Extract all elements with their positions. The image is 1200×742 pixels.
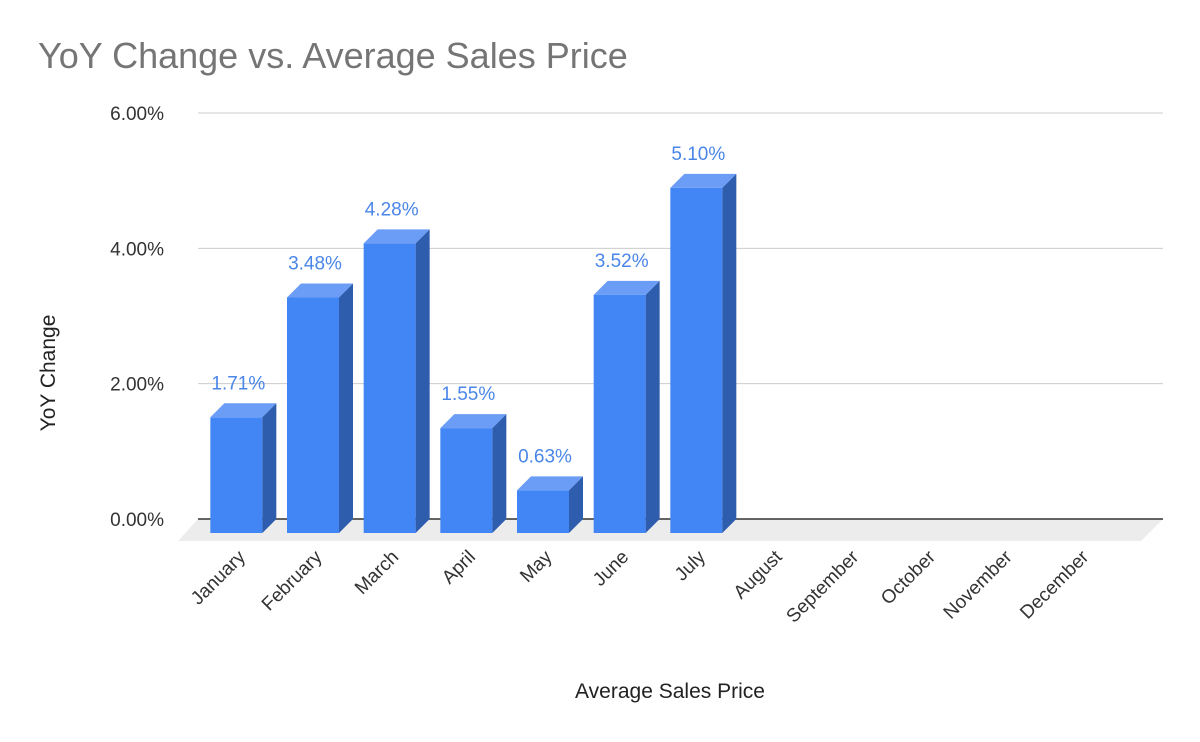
- x-axis-title: Average Sales Price: [575, 680, 765, 703]
- x-tick-label: March: [351, 547, 403, 599]
- data-label: 3.52%: [595, 251, 649, 272]
- x-tick-label: July: [671, 546, 710, 585]
- y-tick-label: 2.00%: [110, 375, 164, 396]
- data-label: 3.48%: [288, 254, 342, 275]
- bar: [210, 403, 277, 533]
- data-label: 5.10%: [671, 144, 725, 165]
- data-labels: 1.71% 3.48% 4.28% 1.55% 0.63% 3.52% 5.10%: [211, 144, 725, 467]
- data-label: 1.55%: [441, 384, 495, 405]
- bar-top: [363, 229, 430, 244]
- y-tick-label: 4.00%: [110, 239, 164, 260]
- x-tick-label: October: [877, 546, 940, 609]
- bar: [517, 476, 583, 533]
- bar-top: [517, 476, 583, 491]
- x-tick-label: June: [589, 547, 633, 591]
- bar-front: [287, 297, 339, 533]
- y-tick-label: 6.00%: [110, 104, 164, 125]
- y-tick-label: 0.00%: [110, 510, 164, 531]
- bar: [670, 173, 737, 533]
- x-tick-label: May: [516, 546, 557, 587]
- bar-top: [670, 173, 737, 188]
- bar-front: [670, 187, 723, 533]
- x-tick-label: December: [1016, 546, 1093, 623]
- x-tick-label: August: [730, 546, 787, 603]
- bar: [593, 280, 660, 533]
- bar-top: [287, 283, 353, 298]
- bar-front: [517, 490, 569, 533]
- chart-title: YoY Change vs. Average Sales Price: [38, 35, 628, 76]
- bar-top: [440, 414, 507, 429]
- bar-side: [492, 414, 507, 533]
- bar-top: [593, 280, 660, 295]
- y-axis-ticks: 0.00% 2.00% 4.00% 6.00%: [110, 104, 164, 531]
- bar-side: [415, 229, 430, 534]
- x-tick-label: April: [438, 547, 480, 589]
- data-label: 1.71%: [211, 373, 265, 394]
- y-axis-title: YoY Change: [37, 315, 60, 432]
- x-tick-label: February: [258, 546, 327, 615]
- bar-side: [262, 403, 277, 533]
- bar: [363, 229, 430, 534]
- x-tick-label: September: [783, 546, 864, 627]
- bar-side: [339, 283, 353, 533]
- bar-front: [363, 243, 416, 534]
- bar-side: [569, 476, 583, 533]
- bars: [210, 173, 737, 534]
- bar-side: [722, 173, 737, 533]
- bar-side: [645, 280, 660, 533]
- x-tick-label: November: [940, 546, 1017, 623]
- bar: [440, 414, 507, 533]
- x-axis-ticks: January February March April May June July Augu…: [187, 546, 1093, 627]
- bar-front: [593, 294, 646, 533]
- x-tick-label: January: [187, 546, 250, 609]
- bar-front: [440, 428, 493, 533]
- data-label: 0.63%: [518, 446, 572, 467]
- data-label: 4.28%: [365, 199, 419, 220]
- bar-top: [210, 403, 277, 418]
- bar-front: [210, 417, 263, 533]
- bar: [287, 283, 353, 533]
